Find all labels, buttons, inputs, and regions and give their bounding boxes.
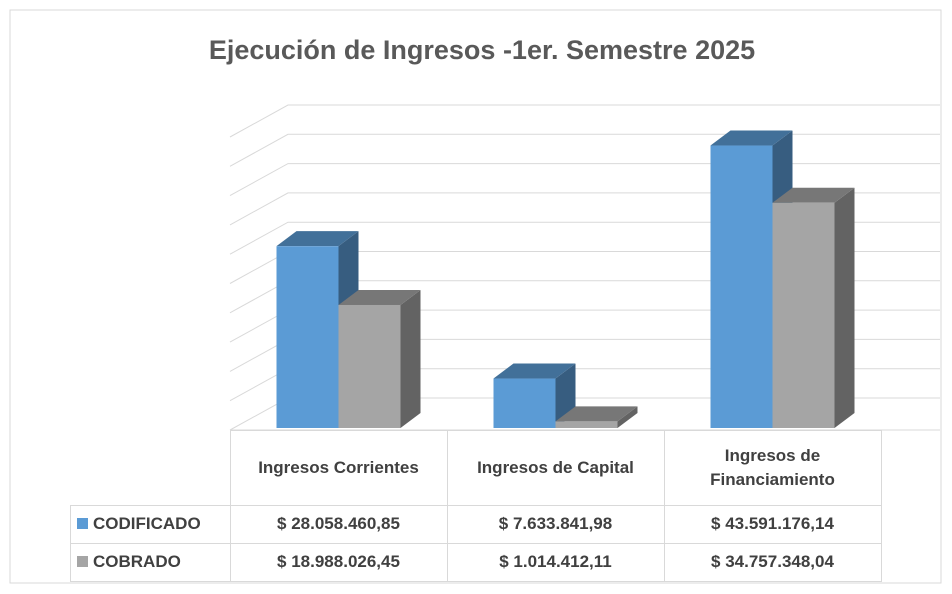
value-label: $ 1.014.412,11 [446, 542, 665, 582]
x-tick-label: Ingresos Corrientes [258, 457, 419, 477]
bar-top [710, 130, 793, 146]
value-label: $ 34.757.348,04 [663, 542, 882, 582]
legend-swatch [77, 556, 88, 567]
category-cell: Ingresos Corrientes [229, 430, 448, 506]
header-row: Ingresos Corrientes Ingresos de Capital In… [70, 430, 882, 506]
legend-cell: COBRADO [70, 542, 231, 582]
bar-side [617, 406, 638, 428]
bar [276, 246, 339, 428]
bar [338, 304, 401, 428]
bar [555, 421, 618, 428]
grid-line [229, 133, 940, 167]
category-cell: Ingresos de Financiamiento [663, 430, 882, 506]
series-row: COBRADO $ 18.988.026,45 $ 1.014.412,11 $ 34… [70, 542, 882, 582]
legend-label: COBRADO [93, 552, 181, 571]
bar-top [772, 187, 855, 203]
bar-top [493, 363, 576, 379]
bar [493, 378, 556, 428]
bar-side [834, 187, 855, 428]
value-label: $ 7.633.841,98 [446, 504, 665, 544]
bar [710, 145, 773, 428]
x-tick-label: Ingresos de Financiamiento [710, 445, 835, 489]
grid-line [229, 104, 940, 138]
bar-top [555, 406, 638, 422]
data-table: Ingresos Corrientes Ingresos de Capital In… [70, 430, 882, 582]
value-label: $ 18.988.026,45 [229, 542, 448, 582]
legend-label: CODIFICADO [93, 514, 201, 533]
value-label: $ 43.591.176,14 [663, 504, 882, 544]
bar-top [338, 289, 421, 305]
corner-cell [70, 430, 231, 506]
bar-top [276, 231, 359, 247]
chart-title: Ejecución de Ingresos -1er. Semestre 202… [209, 35, 755, 65]
series-row: CODIFICADO $ 28.058.460,85 $ 7.633.841,98 $… [70, 504, 882, 544]
value-label: $ 28.058.460,85 [229, 504, 448, 544]
bar-side [400, 289, 421, 428]
legend-swatch [77, 518, 88, 529]
bar [772, 202, 835, 428]
category-cell: Ingresos de Capital [446, 430, 665, 506]
x-tick-label: Ingresos de Capital [477, 457, 634, 477]
legend-cell: CODIFICADO [70, 504, 231, 544]
